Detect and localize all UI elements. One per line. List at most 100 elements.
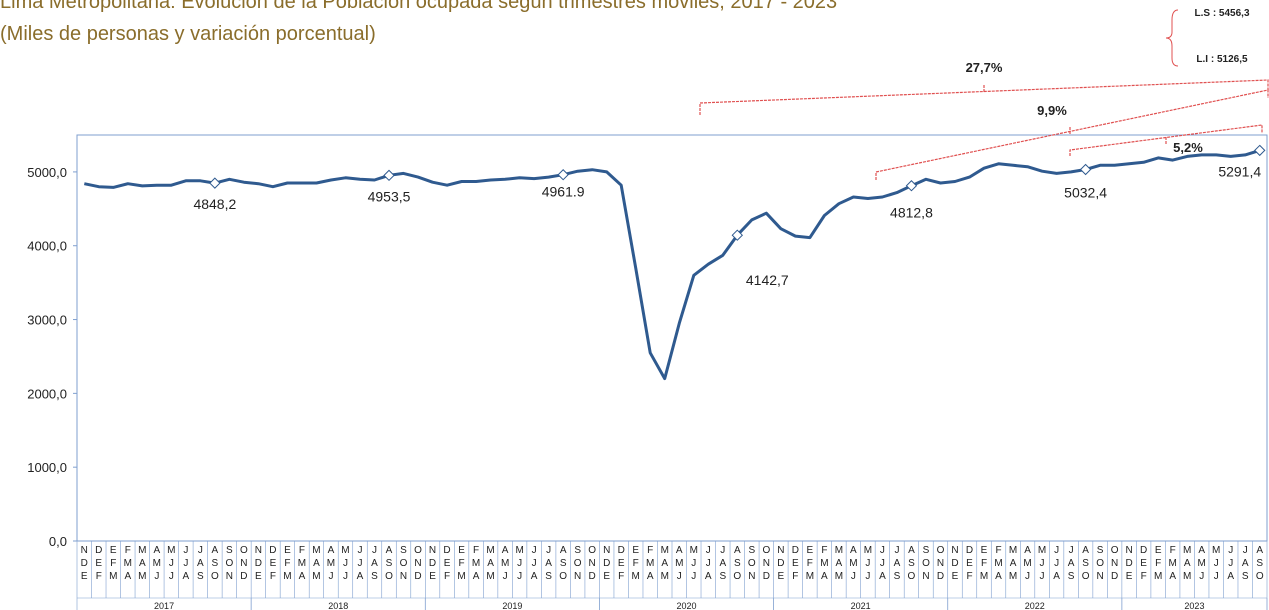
x-tick-label: NDE (79, 545, 90, 584)
bracket-9 (875, 89, 1269, 180)
x-tick-label: FMA (1167, 545, 1178, 584)
x-tick-label: AMJ (325, 545, 336, 584)
x-tick-label: SON (398, 545, 409, 584)
data-label: 4953,5 (368, 188, 411, 204)
x-tick-label: MJJ (340, 545, 351, 584)
data-label: 5291,4 (1218, 163, 1261, 179)
x-tick-label: SON (1095, 545, 1106, 584)
x-tick-label: OND (1109, 545, 1120, 584)
x-tick-label: JJA (1225, 545, 1236, 584)
x-tick-label: MAM (485, 545, 496, 584)
x-tick-label: ASO (732, 545, 743, 584)
x-tick-label: FMA (296, 545, 307, 584)
annotation: L.S : 5456,3 (1194, 8, 1249, 19)
annotation: 5,2% (1173, 140, 1203, 155)
x-tick-label: MJJ (514, 545, 525, 584)
x-tick-label: JAS (369, 545, 380, 584)
limit-brace (1165, 9, 1179, 67)
data-label: 4848,2 (193, 196, 236, 212)
year-label: 2017 (154, 601, 174, 610)
point-marker (1254, 144, 1266, 157)
x-tick-label: FMA (122, 545, 133, 584)
x-tick-label: MAM (137, 545, 148, 584)
x-tick-label: AMJ (500, 545, 511, 584)
y-tick-label: 1000,0 (27, 460, 67, 475)
x-tick-label: JAS (1240, 545, 1251, 584)
x-tick-label: JAS (891, 545, 902, 584)
y-tick-label: 4000,0 (27, 239, 67, 254)
x-tick-label: ASO (906, 545, 917, 584)
chart-title: Lima Metropolitana: Evolución de la Pobl… (0, 0, 837, 13)
x-tick-label: SON (224, 545, 235, 584)
x-tick-label: ASO (1254, 545, 1265, 584)
x-tick-label: NDE (949, 545, 960, 584)
data-label: 4142,7 (746, 272, 789, 288)
x-tick-label: FMA (471, 545, 482, 584)
x-tick-label: OND (587, 545, 598, 584)
x-tick-label: SON (746, 545, 757, 584)
x-tick-label: EFM (108, 545, 119, 584)
x-tick-label: AMJ (674, 545, 685, 584)
x-tick-label: MAM (1182, 545, 1193, 584)
x-tick-label: DEF (790, 545, 801, 584)
x-tick-label: DEF (964, 545, 975, 584)
x-tick-label: JAS (543, 545, 554, 584)
x-tick-label: AMJ (1196, 545, 1207, 584)
x-tick-label: OND (935, 545, 946, 584)
x-tick-label: MAM (659, 545, 670, 584)
x-tick-label: FMA (819, 545, 830, 584)
x-tick-label: EFM (1153, 545, 1164, 584)
point-marker (905, 180, 918, 192)
x-tick-label: NDE (1124, 545, 1135, 584)
x-tick-label: JAS (195, 545, 206, 584)
x-tick-label: ASO (558, 545, 569, 584)
x-tick-label: JJA (1051, 545, 1062, 584)
y-tick-label: 0,0 (49, 534, 67, 549)
point-marker (557, 169, 569, 181)
year-label: 2018 (328, 601, 348, 610)
point-marker (383, 169, 395, 182)
variation-brackets (699, 79, 1269, 180)
y-tick-label: 5000,0 (27, 165, 67, 180)
x-tick-label: MAM (311, 545, 322, 584)
x-tick-label: MAM (833, 545, 844, 584)
x-tick-label: FMA (993, 545, 1004, 584)
x-tick-label: AMJ (151, 545, 162, 584)
x-tick-label: OND (413, 545, 424, 584)
x-tick-label: ASO (1080, 545, 1091, 584)
annotation: 9,9% (1037, 103, 1067, 118)
x-tick-label: FMA (645, 545, 656, 584)
x-tick-label: MJJ (1211, 545, 1222, 584)
x-tick-label: DEF (442, 545, 453, 584)
x-tick-label: EFM (630, 545, 641, 584)
annotation: L.I : 5126,5 (1196, 54, 1248, 65)
x-tick-label: ASO (384, 545, 395, 584)
data-line (83, 148, 1261, 381)
x-tick-label: EFM (456, 545, 467, 584)
x-tick-label: OND (238, 545, 249, 584)
year-label: 2019 (502, 601, 522, 610)
x-tick-label: SON (920, 545, 931, 584)
x-tick-label: DEF (616, 545, 627, 584)
x-tick-label: NDE (601, 545, 612, 584)
point-marker (731, 229, 744, 241)
x-tick-label: AMJ (1022, 545, 1033, 584)
chart-subtitle: (Miles de personas y variación porcentua… (0, 23, 376, 45)
x-tick-label: MJJ (166, 545, 177, 584)
x-tick-label: ASO (209, 545, 220, 584)
data-label: 5032,4 (1064, 185, 1107, 201)
x-tick-label: DEF (267, 545, 278, 584)
y-tick-label: 2000,0 (27, 386, 67, 401)
x-tick-label: NDE (775, 545, 786, 584)
x-tick-label: JJA (354, 545, 365, 584)
x-tick-label: MAM (1008, 545, 1019, 584)
x-tick-label: AMJ (848, 545, 859, 584)
data-label: 4961.9 (542, 184, 585, 200)
x-tick-label: DEF (1138, 545, 1149, 584)
point-marker (1079, 163, 1092, 176)
x-tick-label: EFM (804, 545, 815, 584)
x-tick-label: EFM (979, 545, 990, 584)
year-label: 2021 (851, 601, 871, 610)
point-marker (209, 177, 221, 189)
